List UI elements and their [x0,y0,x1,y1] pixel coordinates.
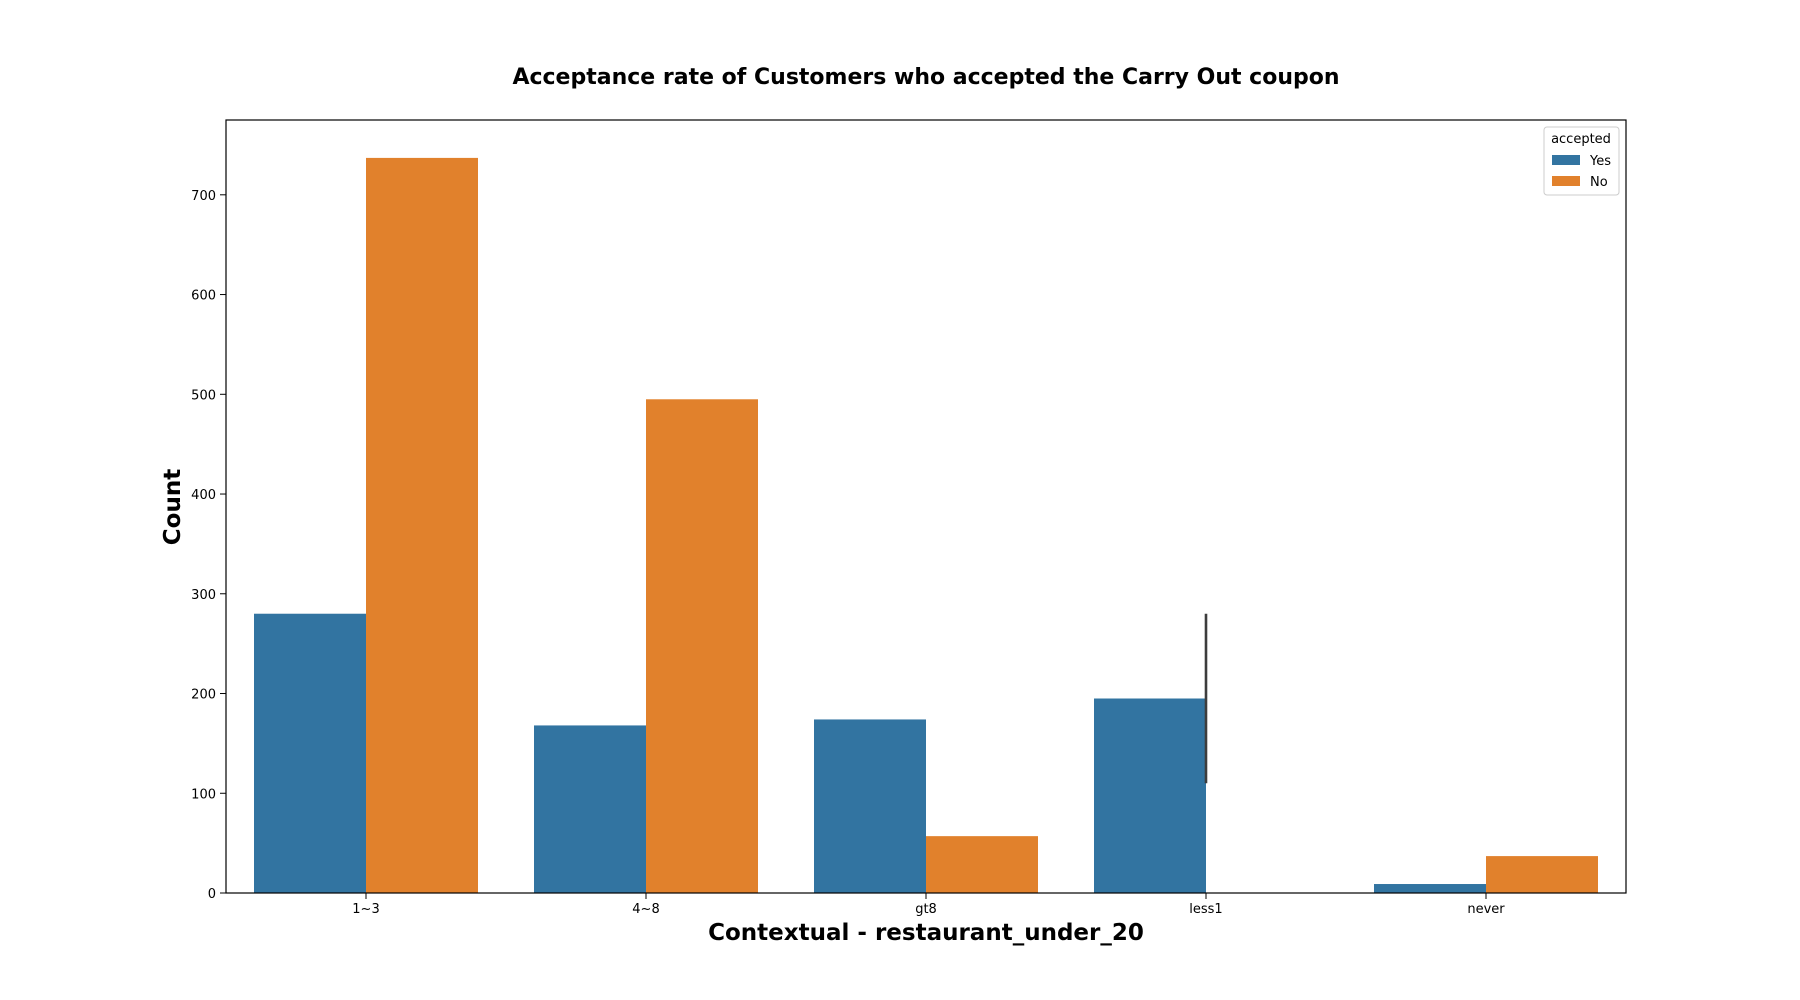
y-tick-label: 400 [191,488,216,503]
y-tick-label: 500 [191,388,216,403]
x-tick-label: 4~8 [632,902,659,917]
y-tick-label: 0 [208,887,216,902]
bar-no-never [1486,856,1598,893]
y-tick-label: 700 [191,189,216,204]
x-axis: 1~3 4~8 gt8 less1 never [352,893,1505,917]
y-tick-label: 100 [191,787,216,802]
bar-yes-4-8 [534,725,646,893]
x-tick-label: less1 [1189,902,1222,917]
legend-label-no: No [1590,175,1608,190]
y-tick-label: 300 [191,588,216,603]
legend-swatch-no [1552,176,1580,186]
bar-yes-never [1374,884,1486,893]
x-tick-label: never [1467,902,1505,917]
x-axis-label: Contextual - restaurant_under_20 [708,920,1144,946]
bar-yes-less1 [1094,698,1206,893]
bar-yes-1-3 [254,613,366,893]
y-axis: 0 100 200 300 400 500 600 700 [191,189,226,902]
bar-yes-gt8 [814,719,926,893]
legend-label-yes: Yes [1589,154,1611,169]
chart-title: Acceptance rate of Customers who accepte… [512,65,1339,90]
legend-swatch-yes [1552,155,1580,165]
y-axis-label: Count [160,469,186,545]
y-tick-label: 200 [191,688,216,703]
legend: accepted Yes No [1543,126,1620,196]
y-tick-label: 600 [191,289,216,304]
x-tick-label: 1~3 [352,902,379,917]
bar-no-gt8 [926,836,1038,893]
legend-title: accepted [1551,132,1611,147]
x-tick-label: gt8 [915,902,937,917]
bar-no-4-8 [646,399,758,893]
bar-no-1-3 [366,157,478,894]
bars-layer [254,157,1598,894]
